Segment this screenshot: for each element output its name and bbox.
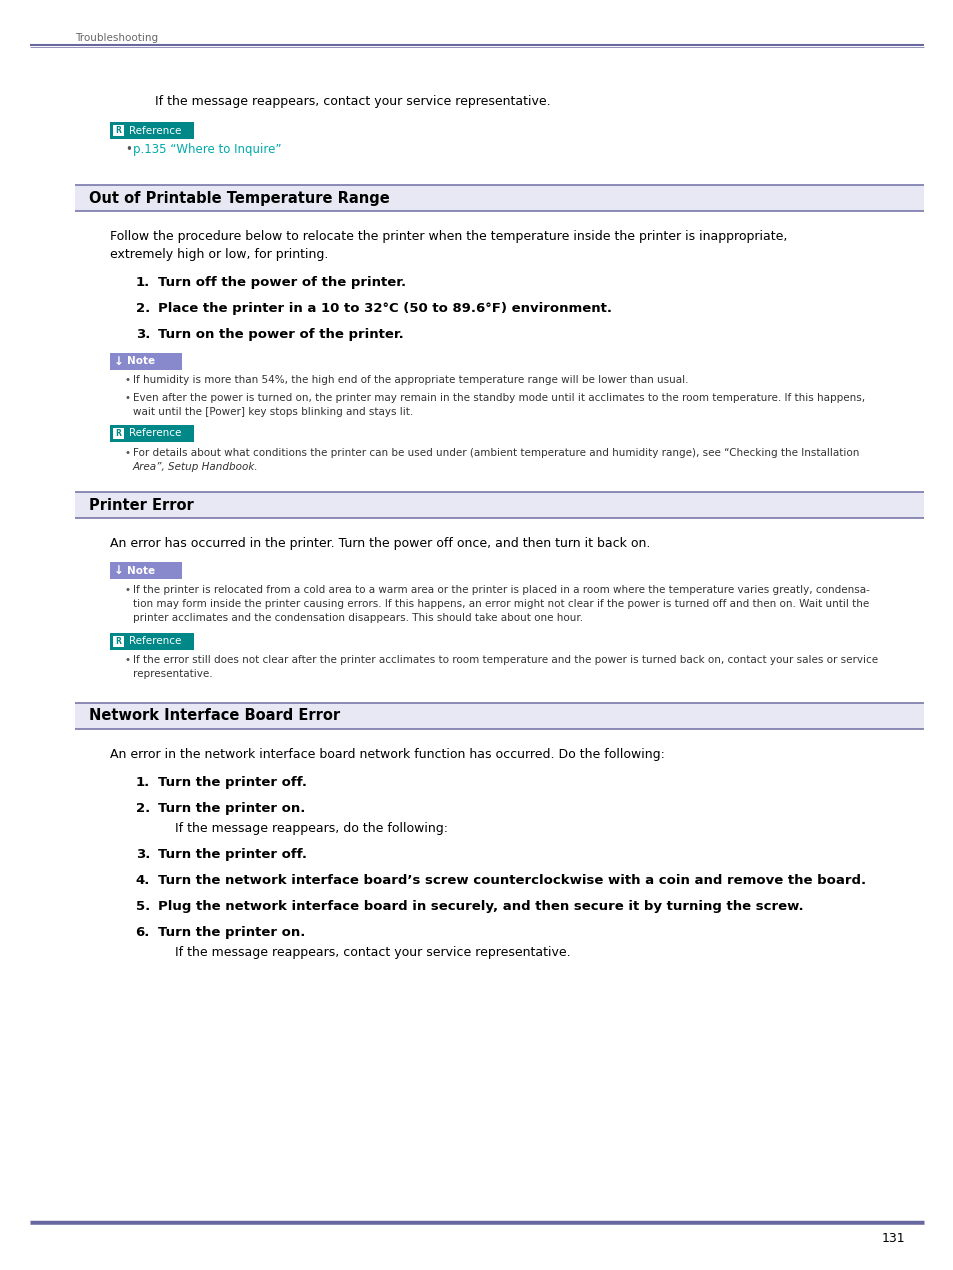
Text: Turn the printer on.: Turn the printer on.: [158, 801, 305, 815]
Text: If humidity is more than 54%, the high end of the appropriate temperature range : If humidity is more than 54%, the high e…: [132, 375, 688, 385]
Text: If the printer is relocated from a cold area to a warm area or the printer is pl: If the printer is relocated from a cold …: [132, 585, 869, 596]
Text: p.135 “Where to Inquire”: p.135 “Where to Inquire”: [132, 144, 281, 156]
Text: R: R: [115, 126, 121, 135]
Text: Reference: Reference: [129, 428, 181, 438]
Text: Turn on the power of the printer.: Turn on the power of the printer.: [158, 328, 403, 342]
Bar: [75, 185, 923, 211]
Text: Out of Printable Temperature Range: Out of Printable Temperature Range: [89, 190, 390, 206]
Bar: [110, 563, 182, 579]
Text: 2.: 2.: [135, 302, 150, 315]
Text: If the error still does not clear after the printer acclimates to room temperatu: If the error still does not clear after …: [132, 655, 877, 665]
Text: •: •: [125, 375, 131, 385]
Text: Note: Note: [127, 565, 155, 575]
Text: 5.: 5.: [135, 900, 150, 913]
Text: Even after the power is turned on, the printer may remain in the standby mode un: Even after the power is turned on, the p…: [132, 392, 864, 403]
Bar: [75, 491, 923, 518]
Text: An error in the network interface board network function has occurred. Do the fo: An error in the network interface board …: [110, 748, 664, 761]
Bar: [110, 353, 182, 370]
Bar: [110, 425, 193, 442]
Text: extremely high or low, for printing.: extremely high or low, for printing.: [110, 248, 328, 262]
Text: R: R: [115, 429, 121, 438]
Text: 2.: 2.: [135, 801, 150, 815]
Text: ↓: ↓: [113, 356, 124, 368]
Text: Reference: Reference: [129, 126, 181, 136]
Text: •: •: [125, 585, 131, 596]
Text: 1.: 1.: [135, 776, 150, 789]
Text: printer acclimates and the condensation disappears. This should take about one h: printer acclimates and the condensation …: [132, 613, 582, 624]
Text: For details about what conditions the printer can be used under (ambient tempera: For details about what conditions the pr…: [132, 448, 859, 458]
Text: 1.: 1.: [135, 276, 150, 290]
Text: •: •: [125, 655, 131, 665]
Bar: [112, 124, 124, 136]
Text: wait until the [Power] key stops blinking and stays lit.: wait until the [Power] key stops blinkin…: [132, 406, 413, 417]
Text: Reference: Reference: [129, 636, 181, 646]
Text: Follow the procedure below to relocate the printer when the temperature inside t: Follow the procedure below to relocate t…: [110, 230, 786, 243]
Bar: [112, 428, 124, 439]
Text: Turn the network interface board’s screw counterclockwise with a coin and remove: Turn the network interface board’s screw…: [158, 874, 865, 886]
Text: If the message reappears, contact your service representative.: If the message reappears, contact your s…: [174, 946, 570, 959]
Text: R: R: [115, 638, 121, 646]
Text: Plug the network interface board in securely, and then secure it by turning the : Plug the network interface board in secu…: [158, 900, 802, 913]
Text: Turn the printer on.: Turn the printer on.: [158, 926, 305, 939]
Text: representative.: representative.: [132, 669, 213, 679]
Text: If the message reappears, do the following:: If the message reappears, do the followi…: [174, 822, 448, 834]
Text: An error has occurred in the printer. Turn the power off once, and then turn it : An error has occurred in the printer. Tu…: [110, 537, 650, 550]
Text: Turn the printer off.: Turn the printer off.: [158, 848, 307, 861]
Text: Turn the printer off.: Turn the printer off.: [158, 776, 307, 789]
Text: •: •: [125, 144, 132, 156]
Text: •: •: [125, 448, 131, 458]
Text: Area”, Setup Handbook.: Area”, Setup Handbook.: [132, 462, 258, 472]
Bar: [75, 704, 923, 729]
Text: 6.: 6.: [135, 926, 150, 939]
Text: 131: 131: [881, 1232, 904, 1245]
Text: ↓: ↓: [113, 564, 124, 577]
Bar: [110, 632, 193, 650]
Text: Printer Error: Printer Error: [89, 498, 193, 513]
Text: 4.: 4.: [135, 874, 150, 886]
Text: Note: Note: [127, 357, 155, 367]
Bar: [110, 122, 193, 138]
Text: •: •: [125, 392, 131, 403]
Text: tion may form inside the printer causing errors. If this happens, an error might: tion may form inside the printer causing…: [132, 599, 868, 610]
Text: If the message reappears, contact your service representative.: If the message reappears, contact your s…: [154, 95, 550, 108]
Bar: [112, 636, 124, 646]
Text: 3.: 3.: [135, 848, 150, 861]
Text: Troubleshooting: Troubleshooting: [75, 33, 158, 43]
Text: Network Interface Board Error: Network Interface Board Error: [89, 709, 340, 724]
Text: 3.: 3.: [135, 328, 150, 342]
Text: Turn off the power of the printer.: Turn off the power of the printer.: [158, 276, 406, 290]
Text: Place the printer in a 10 to 32°C (50 to 89.6°F) environment.: Place the printer in a 10 to 32°C (50 to…: [158, 302, 612, 315]
